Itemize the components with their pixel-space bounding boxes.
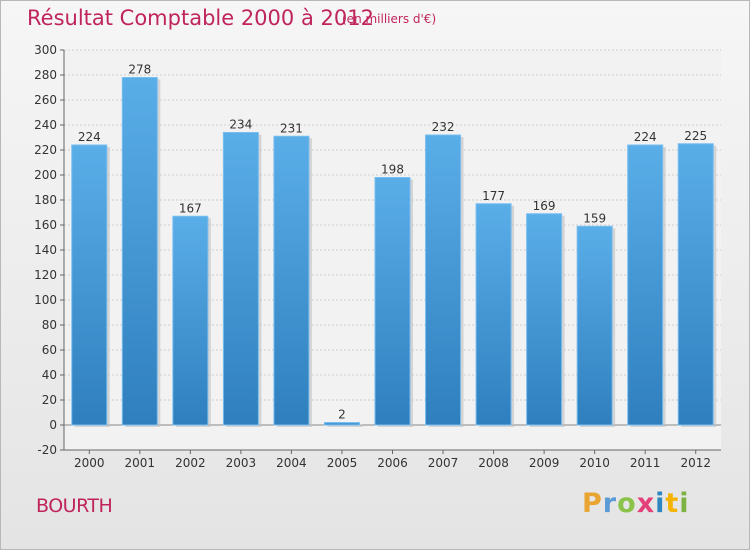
x-tick-label-2001: 2001 [125,456,156,470]
x-tick-label-2012: 2012 [680,456,711,470]
x-tick-label-2008: 2008 [478,456,509,470]
bar-2000 [71,144,108,426]
data-labels: 224 278 167 234 231 2 198 232 177 169 159 224 225 [78,63,707,422]
y-tick-label: -20 [37,443,57,457]
x-tick-label-2002: 2002 [175,456,206,470]
place-name: BOURTH [36,495,113,517]
data-label-2011: 224 [634,130,657,144]
axes: -20 0 20 40 60 80 100 120 140 160 180 200 220 240 260 2… [34,43,721,470]
data-label-2003: 234 [229,118,252,132]
x-tick-label-2003: 2003 [226,456,257,470]
data-label-2000: 224 [78,130,101,144]
data-label-2007: 232 [432,120,455,134]
bar-2012 [677,143,714,426]
data-label-2001: 278 [128,63,151,77]
bar-2001 [121,77,158,426]
x-tick-label-2004: 2004 [276,456,307,470]
bar-shadow [327,424,363,427]
bar-2009 [526,213,563,426]
y-tick-label: 260 [34,93,57,107]
y-tick-label: 0 [49,418,57,432]
y-tick-label: 80 [42,318,57,332]
data-label-2006: 198 [381,163,404,177]
y-tick-label: 20 [42,393,57,407]
y-tick-label: 180 [34,193,57,207]
bar-2003 [222,132,259,426]
y-tick-label: 100 [34,293,57,307]
x-tick-label-2011: 2011 [630,456,661,470]
y-tick-label: 160 [34,218,57,232]
x-tick-label-2010: 2010 [579,456,610,470]
data-label-2002: 167 [179,201,202,215]
y-tick-label: 40 [42,368,57,382]
data-label-2010: 159 [583,211,606,225]
chart-subtitle: (en milliers d'€) [342,12,437,26]
y-tick-label: 240 [34,118,57,132]
data-label-2005: 2 [338,408,346,422]
y-tick-label: 120 [34,268,57,282]
data-label-2009: 169 [533,199,556,213]
bar-2008 [475,203,512,426]
y-tick-label: 60 [42,343,57,357]
x-tick-label-2009: 2009 [529,456,560,470]
data-label-2012: 225 [684,129,707,143]
proxiti-logo: Proxiti [582,488,690,519]
bar-2007 [425,134,462,426]
x-tick-label-2006: 2006 [377,456,408,470]
x-tick-label-2000: 2000 [74,456,105,470]
y-tick-label: 300 [34,43,57,57]
bar-2002 [172,215,209,426]
bar-2011 [627,144,664,426]
y-tick-label: 280 [34,68,57,82]
data-label-2008: 177 [482,189,505,203]
y-tick-label: 140 [34,243,57,257]
bar-2004 [273,135,310,426]
chart-title: Résultat Comptable 2000 à 2012 [27,6,374,30]
bar-2010 [576,225,613,426]
x-tick-label-2007: 2007 [428,456,459,470]
bars [71,77,717,427]
y-tick-label: 220 [34,143,57,157]
data-label-2004: 231 [280,121,303,135]
bar-2005 [323,422,360,426]
x-tick-label-2005: 2005 [327,456,358,470]
y-tick-label: 200 [34,168,57,182]
bar-2006 [374,177,411,426]
